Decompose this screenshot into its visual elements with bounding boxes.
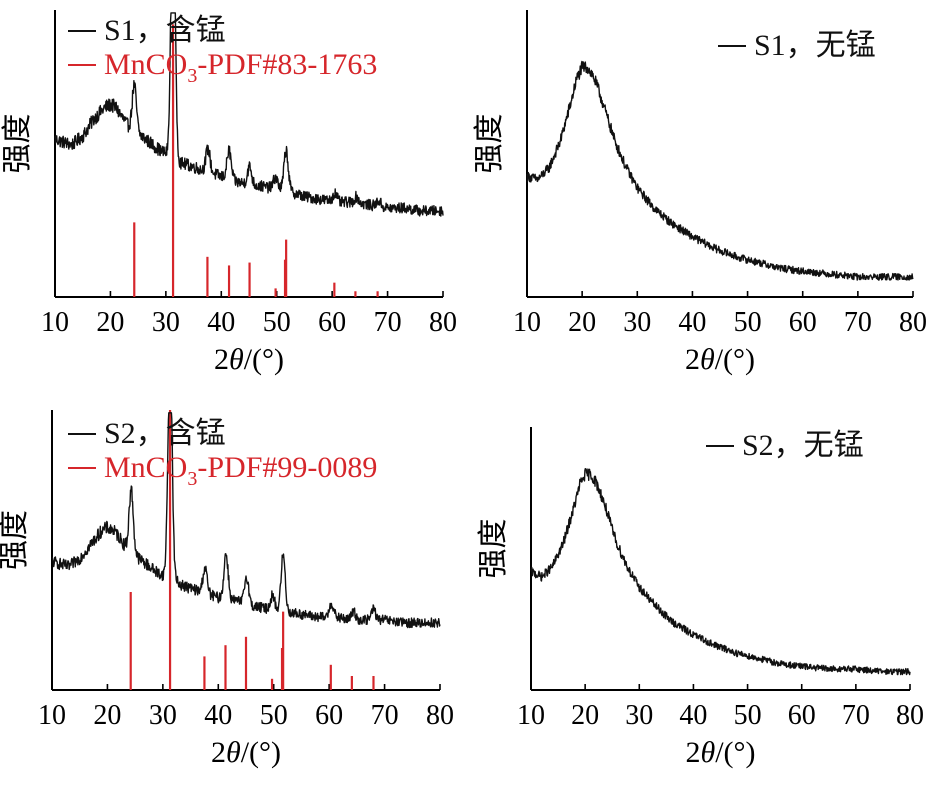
x-axis-label-prefix: 2 (211, 736, 226, 769)
xrd-pattern-line (54, 12, 444, 217)
x-axis-label: 2θ/(°) (685, 736, 755, 769)
x-axis-label-theta: θ (229, 343, 244, 376)
x-tick-label: 60 (788, 700, 816, 731)
x-tick-label: 80 (426, 700, 454, 731)
x-tick-label: 60 (789, 307, 817, 338)
x-tick-label: 30 (623, 307, 651, 338)
x-tick-label: 50 (260, 700, 288, 731)
x-tick-label: 10 (41, 307, 69, 338)
x-tick-label: 70 (371, 700, 399, 731)
x-tick-label: 30 (149, 700, 177, 731)
x-axis-label-unit: /(°) (715, 736, 755, 769)
xrd-pattern-line (51, 412, 441, 629)
x-tick-label: 70 (374, 307, 402, 338)
xrd-panel-1: 10 20 30 40 50 60 70 80 2θ/(°) 强度 S1，含锰MnCO3-PDF#8… (1, 10, 457, 376)
x-axis-label: 2θ/(°) (214, 343, 284, 376)
legend-label: S1，无锰 (754, 29, 876, 62)
x-tick-label: 20 (571, 700, 599, 731)
legend-label: S1，含锰 (104, 14, 226, 47)
xrd-pattern-line (530, 468, 911, 676)
x-axis-label-theta: θ (226, 736, 241, 769)
x-tick-label: 40 (679, 700, 707, 731)
x-tick-label: 10 (517, 700, 545, 731)
y-axis-label: 强度 (477, 519, 510, 579)
legend-label: MnCO3-PDF#83-1763 (104, 48, 377, 87)
legend-subscript: 3 (187, 65, 197, 87)
legend-pdf-code: -PDF#83-1763 (197, 48, 377, 81)
x-axis-label: 2θ/(°) (685, 343, 755, 376)
x-axis-label-unit: /(°) (241, 736, 281, 769)
x-axis-label-theta: θ (700, 736, 715, 769)
x-tick-label: 30 (152, 307, 180, 338)
x-tick-label: 60 (318, 307, 346, 338)
x-axis-label: 2θ/(°) (211, 736, 281, 769)
x-tick-label: 80 (899, 307, 927, 338)
x-tick-label: 20 (93, 700, 121, 731)
x-tick-label: 40 (678, 307, 706, 338)
legend-formula: MnCO (104, 451, 187, 484)
x-tick-label: 40 (207, 307, 235, 338)
x-tick-label: 80 (429, 307, 457, 338)
legend-label: MnCO3-PDF#99-0089 (104, 451, 377, 490)
x-axis-label-prefix: 2 (214, 343, 229, 376)
x-axis-label-unit: /(°) (244, 343, 284, 376)
x-tick-label: 20 (96, 307, 124, 338)
x-axis-label-prefix: 2 (685, 343, 700, 376)
x-axis-label-prefix: 2 (685, 736, 700, 769)
y-axis-label: 强度 (473, 114, 506, 174)
x-axis-label-unit: /(°) (715, 343, 755, 376)
x-tick-label: 60 (315, 700, 343, 731)
legend-pdf-code: -PDF#99-0089 (197, 451, 377, 484)
y-axis-label: 强度 (0, 510, 31, 570)
x-tick-label: 70 (842, 700, 870, 731)
legend-formula: MnCO (104, 48, 187, 81)
xrd-panel-4: 10 20 30 40 50 60 70 80 2θ/(°) 强度 S2，无锰 (477, 427, 924, 769)
x-tick-label: 10 (38, 700, 66, 731)
x-tick-label: 40 (204, 700, 232, 731)
x-tick-label: 50 (734, 307, 762, 338)
y-axis-label: 强度 (1, 114, 34, 174)
xrd-pattern-line (526, 60, 914, 281)
x-tick-label: 50 (734, 700, 762, 731)
xrd-panel-2: 10 20 30 40 50 60 70 80 2θ/(°) 强度 S1，无锰 (473, 10, 927, 376)
xrd-panel-3: 10 20 30 40 50 60 70 80 2θ/(°) 强度 S2，含锰MnCO3-PDF#9… (0, 410, 454, 769)
legend-label: S2，含锰 (104, 417, 226, 450)
x-tick-label: 80 (896, 700, 924, 731)
x-tick-label: 10 (513, 307, 541, 338)
x-tick-label: 50 (263, 307, 291, 338)
legend-label: S2，无锰 (742, 429, 864, 462)
x-tick-label: 30 (625, 700, 653, 731)
x-axis-label-theta: θ (700, 343, 715, 376)
x-tick-label: 70 (844, 307, 872, 338)
x-tick-label: 20 (568, 307, 596, 338)
legend-subscript: 3 (187, 468, 197, 490)
